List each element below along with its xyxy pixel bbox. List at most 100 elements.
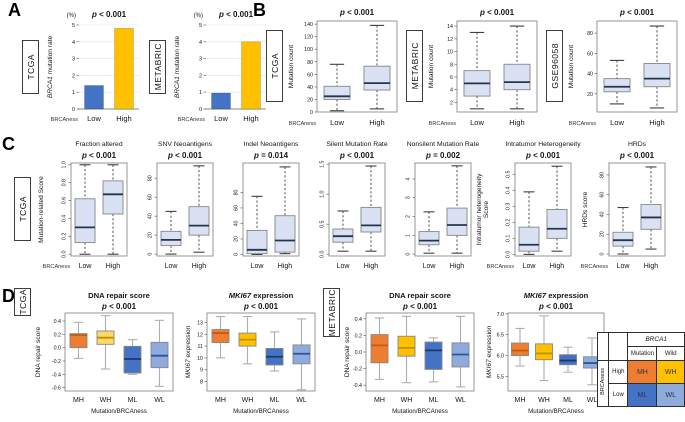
box-silent-mutation-rate-group: Silent Mutation Rate p < 0.001 0.0 0.5 1.0 1.… [305,137,389,285]
svg-text:Mutation/BRCAness: Mutation/BRCAness [233,408,289,415]
svg-text:3: 3 [72,57,75,63]
svg-text:Low: Low [251,263,265,270]
legend-table-host: BRCA1 Mutation Wild BRCAness High MH WH Low ML WL [596,332,685,407]
dataset-label-tcga: TCGA [14,177,31,241]
box-gse96058-mutation-count: p < 0.001 Mutation count 20 40 60 80 Low High BR… [568,8,678,127]
svg-text:8: 8 [200,380,203,386]
svg-text:High: High [550,263,565,270]
svg-text:MH: MH [515,397,526,404]
svg-text:High: High [364,263,379,270]
svg-text:0.5: 0.5 [506,170,512,177]
svg-text:80: 80 [148,175,154,181]
svg-text:WL: WL [455,397,466,404]
svg-text:Low: Low [330,118,344,127]
svg-text:Silent Mutation Rate: Silent Mutation Rate [326,141,387,148]
svg-text:BRCAness: BRCAness [569,121,597,127]
legend-col-mutation: Mutation [627,346,658,361]
svg-text:p < 0.001: p < 0.001 [339,8,375,17]
panel-b-mutation-count: TCGA p < 0.001 Mutation count 0 20 40 60 80 100 1… [266,3,683,137]
bar-metabric-brca1-mutation-rate: p < 0.001 (%) BRCA1 mutation rate 0 1 2 3 4 5 Low… [174,10,266,123]
svg-text:3: 3 [406,196,412,199]
svg-text:BRCAness: BRCAness [429,121,457,127]
svg-text:2: 2 [406,215,412,218]
svg-text:100: 100 [304,47,313,53]
svg-text:0.0: 0.0 [355,350,362,356]
svg-text:BRCAness: BRCAness [178,117,206,123]
brcaness-mutation-legend-table: BRCA1 Mutation Wild BRCAness High MH WH Low ML WL [596,332,685,407]
svg-text:p < 0.001: p < 0.001 [525,151,561,160]
svg-text:60: 60 [307,72,313,78]
legend-col-wild: Wild [656,346,685,361]
legend-cell-wh: WH [656,360,685,384]
dataset-label-metabric: METABRIC [323,288,340,338]
svg-text:1: 1 [199,90,202,96]
svg-text:p < 0.001: p < 0.001 [339,151,375,160]
svg-text:High: High [278,263,293,270]
svg-text:SNV Neoantigens: SNV Neoantigens [158,141,213,148]
svg-text:MKI67 expression: MKI67 expression [486,325,493,378]
svg-text:0: 0 [406,253,412,256]
svg-text:12: 12 [447,37,453,43]
box-snv-neoantigens: SNV Neoantigens p < 0.001 0 20 40 60 80 Low High [148,141,214,270]
dataset-label-tcga: TCGA [22,40,39,94]
svg-text:Low: Low [214,114,228,123]
svg-text:(%): (%) [67,13,76,19]
svg-text:p < 0.001: p < 0.001 [243,302,279,311]
svg-text:0.5: 0.5 [320,220,326,227]
svg-text:Low: Low [617,263,631,270]
svg-text:MKI67 expression: MKI67 expression [524,291,589,300]
svg-text:1: 1 [406,234,412,237]
svg-text:BRCA1 mutation rate: BRCA1 mutation rate [47,36,54,99]
svg-text:-0.2: -0.2 [52,359,61,365]
box-metabric-mki67-expression: MKI67 expression p < 0.001 MKI67 expressio… [486,291,605,415]
svg-text:High: High [116,114,131,123]
svg-text:DNA repair score: DNA repair score [389,291,451,300]
svg-text:0.0: 0.0 [320,250,326,257]
panel-d-label: D [2,286,15,306]
dataset-label-tcga: TCGA [14,288,31,316]
svg-text:MH: MH [374,397,385,404]
svg-text:BRCAness: BRCAness [51,117,79,123]
svg-text:6.5: 6.5 [497,333,504,339]
svg-text:5: 5 [199,23,202,29]
svg-text:10: 10 [197,356,203,362]
svg-text:0.0: 0.0 [506,251,512,258]
svg-text:p = 0.002: p = 0.002 [425,151,461,160]
svg-text:5.5: 5.5 [497,374,504,380]
svg-text:4: 4 [199,40,202,46]
svg-text:Low: Low [523,263,537,270]
box-metabric-dna-repair-score-group: METABRIC DNA repair score p < 0.001 DNA rep… [323,288,480,422]
svg-text:0: 0 [148,253,154,256]
bar-metabric-brca1-mutation-rate-group: METABRIC p < 0.001 (%) BRCA1 mutation rate 0… [149,3,270,135]
box-metabric-dna-repair-score: DNA repair score p < 0.001 DNA repair scor… [344,291,475,415]
svg-text:p < 0.001: p < 0.001 [402,302,438,311]
svg-text:5: 5 [72,23,75,29]
svg-text:Mutation/BRCAness: Mutation/BRCAness [91,408,147,415]
svg-text:BRCAness: BRCAness [581,264,609,270]
svg-text:HRDs: HRDs [628,141,647,148]
svg-text:60: 60 [587,51,593,57]
svg-text:ML: ML [270,397,280,404]
svg-text:120: 120 [304,35,313,41]
svg-text:12: 12 [197,332,203,338]
box-nonsilent-mutation-rate: Nonsilent Mutation Rate p = 0.002 0 1 2 3 4 Low… [406,141,480,270]
svg-text:ML: ML [128,397,138,404]
legend-cell-ml: ML [627,383,658,407]
dataset-label-metabric: METABRIC [149,40,166,94]
svg-text:p < 0.001: p < 0.001 [538,302,574,311]
svg-text:BRCAness: BRCAness [289,121,317,127]
svg-text:20: 20 [234,236,240,242]
svg-text:High: High [192,263,207,270]
svg-text:p < 0.001: p < 0.001 [91,10,127,19]
svg-text:Indel Neoantigens: Indel Neoantigens [244,141,299,148]
legend-cell-wl: WL [656,383,685,407]
svg-text:40: 40 [600,211,606,217]
svg-text:p < 0.001: p < 0.001 [81,151,117,160]
svg-text:0.2: 0.2 [62,233,68,240]
svg-text:High: High [644,263,659,270]
svg-text:1.0: 1.0 [320,190,326,197]
svg-text:Mutation/BRCAness: Mutation/BRCAness [528,408,584,415]
panel-a-label: A [8,0,21,20]
svg-text:Intratumor heterogeneity: Intratumor heterogeneity [476,173,483,246]
